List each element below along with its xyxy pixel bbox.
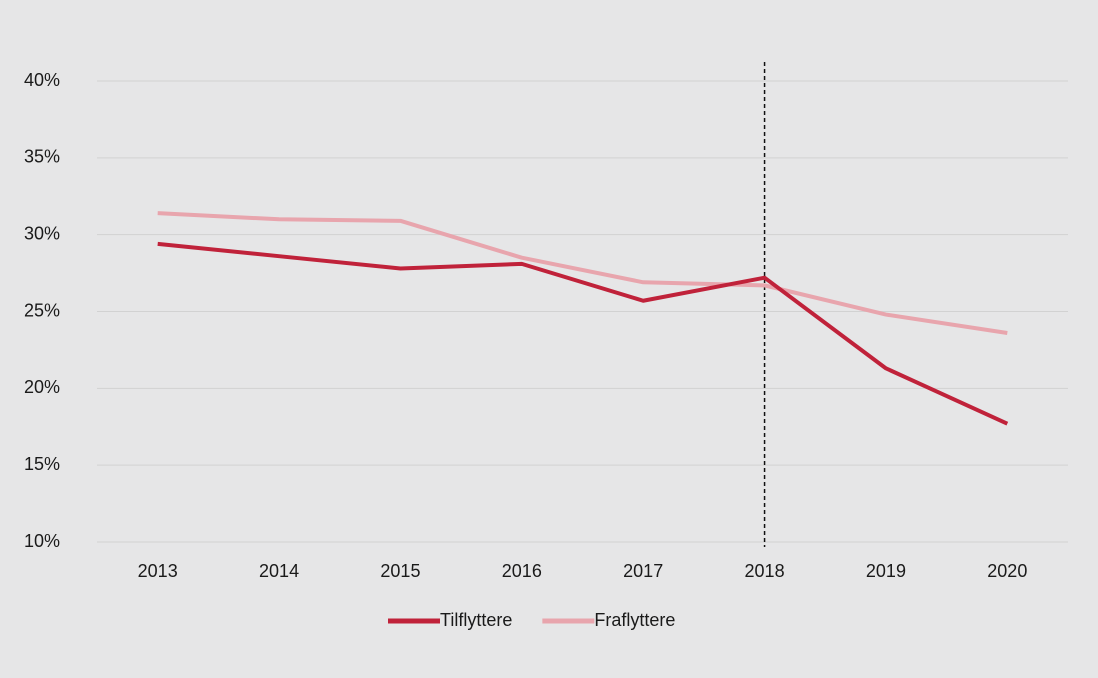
y-tick-label: 40% <box>24 70 60 90</box>
y-tick-label: 30% <box>24 223 60 243</box>
x-tick-label: 2017 <box>623 561 663 581</box>
x-tick-label: 2015 <box>380 561 420 581</box>
x-tick-label: 2016 <box>502 561 542 581</box>
y-tick-label: 35% <box>24 147 60 167</box>
legend-label: Tilflyttere <box>440 610 512 630</box>
x-tick-label: 2013 <box>138 561 178 581</box>
legend-label: Fraflyttere <box>594 610 675 630</box>
x-tick-label: 2014 <box>259 561 299 581</box>
x-tick-label: 2020 <box>987 561 1027 581</box>
line-series <box>157 241 1009 426</box>
y-tick-label: 15% <box>24 454 60 474</box>
y-tick-label: 25% <box>24 300 60 320</box>
line-series <box>157 211 1008 335</box>
x-tick-label: 2018 <box>745 561 785 581</box>
y-tick-label: 10% <box>24 531 60 551</box>
x-tick-label: 2019 <box>866 561 906 581</box>
y-tick-label: 20% <box>24 377 60 397</box>
